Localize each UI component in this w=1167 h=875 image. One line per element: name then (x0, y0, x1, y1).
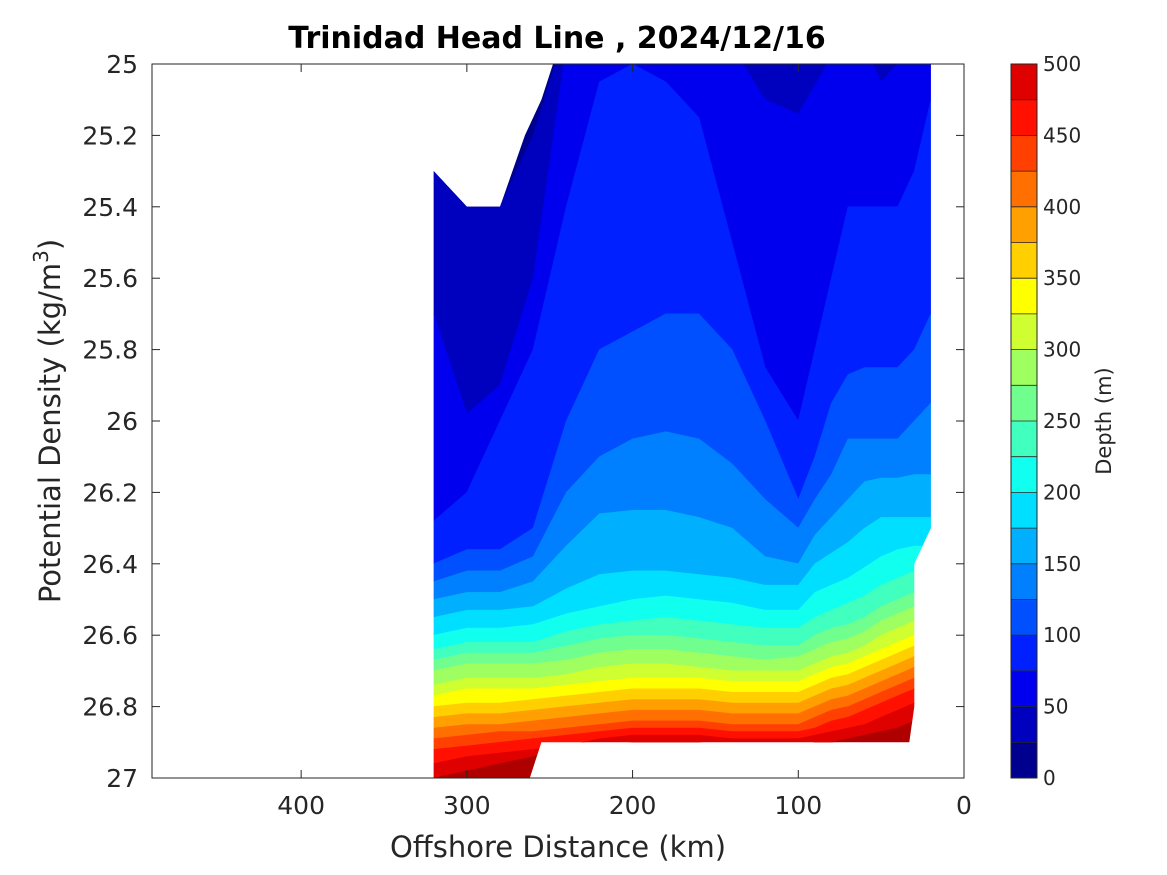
contour-fill (433, 64, 931, 778)
y-tick-label: 25 (106, 50, 138, 79)
colorbar-swatch (1011, 64, 1037, 101)
colorbar-swatch (1011, 492, 1037, 529)
colorbar-tick-label: 200 (1043, 480, 1081, 504)
colorbar-swatch (1011, 171, 1037, 208)
y-tick-label: 27 (106, 764, 138, 793)
x-tick-label: 200 (609, 791, 657, 820)
y-tick-label: 25.6 (82, 264, 138, 293)
colorbar-tick-label: 300 (1043, 338, 1081, 362)
y-tick-label: 25.8 (82, 336, 138, 365)
colorbar-swatch (1011, 742, 1037, 779)
colorbar: 0 50 100 150 200 250 300 350 400 450 500 (1011, 52, 1081, 790)
colorbar-swatch (1011, 99, 1037, 136)
colorbar-tick-label: 100 (1043, 623, 1081, 647)
x-tick-label: 0 (956, 791, 972, 820)
colorbar-tick-label: 500 (1043, 52, 1081, 76)
colorbar-swatch (1011, 385, 1037, 422)
colorbar-frame (1010, 63, 1038, 779)
colorbar-swatch (1011, 528, 1037, 565)
y-tick-label: 26.8 (82, 693, 138, 722)
colorbar-tick-label: 0 (1043, 766, 1056, 790)
colorbar-swatch (1011, 313, 1037, 351)
y-tick-label: 25.2 (82, 121, 138, 150)
colorbar-swatch (1011, 242, 1037, 279)
colorbar-swatch (1011, 670, 1037, 708)
colorbar-title: Depth (m) (1092, 367, 1116, 474)
y-axis-title-suffix: ) (33, 239, 67, 250)
x-axis: 400 300 200 100 0 (277, 64, 972, 820)
y-tick-label: 25.4 (82, 193, 138, 222)
colorbar-swatch (1011, 135, 1037, 172)
contour-band-1 (433, 64, 931, 415)
x-tick-label: 100 (774, 791, 822, 820)
y-tick-label: 26.2 (82, 478, 138, 507)
y-axis: 25 25.2 25.4 25.6 25.8 26 26.2 26.4 26.6 26.8 27 (82, 50, 964, 793)
colorbar-swatch (1011, 599, 1037, 636)
colorbar-tick-label: 350 (1043, 266, 1081, 290)
y-axis-title-superscript: 3 (29, 250, 53, 263)
colorbar-tick-label: 250 (1043, 409, 1081, 433)
y-tick-label: 26.4 (82, 550, 138, 579)
chart-title: Trinidad Head Line , 2024/12/16 (288, 21, 825, 56)
colorbar-tick-label: 400 (1043, 195, 1081, 219)
colorbar-swatch (1011, 563, 1037, 600)
x-tick-label: 400 (277, 791, 325, 820)
colorbar-tick-label: 450 (1043, 123, 1081, 147)
colorbar-tick-label: 50 (1043, 695, 1068, 719)
colorbar-swatch (1011, 206, 1037, 243)
colorbar-swatch (1011, 349, 1037, 386)
y-axis-title-prefix: Potential Density (kg/m (33, 263, 67, 603)
y-axis-title: Potential Density (kg/m3) (29, 239, 67, 603)
y-tick-label: 26.6 (82, 621, 138, 650)
colorbar-tick-label: 150 (1043, 552, 1081, 576)
x-axis-title: Offshore Distance (km) (390, 830, 726, 864)
colorbar-swatch (1011, 706, 1037, 743)
y-tick-label: 26 (106, 407, 138, 436)
x-tick-label: 300 (443, 791, 491, 820)
colorbar-swatch (1011, 278, 1037, 315)
colorbar-swatch (1011, 421, 1037, 458)
colorbar-swatch (1011, 635, 1037, 672)
colorbar-swatch (1011, 456, 1037, 493)
